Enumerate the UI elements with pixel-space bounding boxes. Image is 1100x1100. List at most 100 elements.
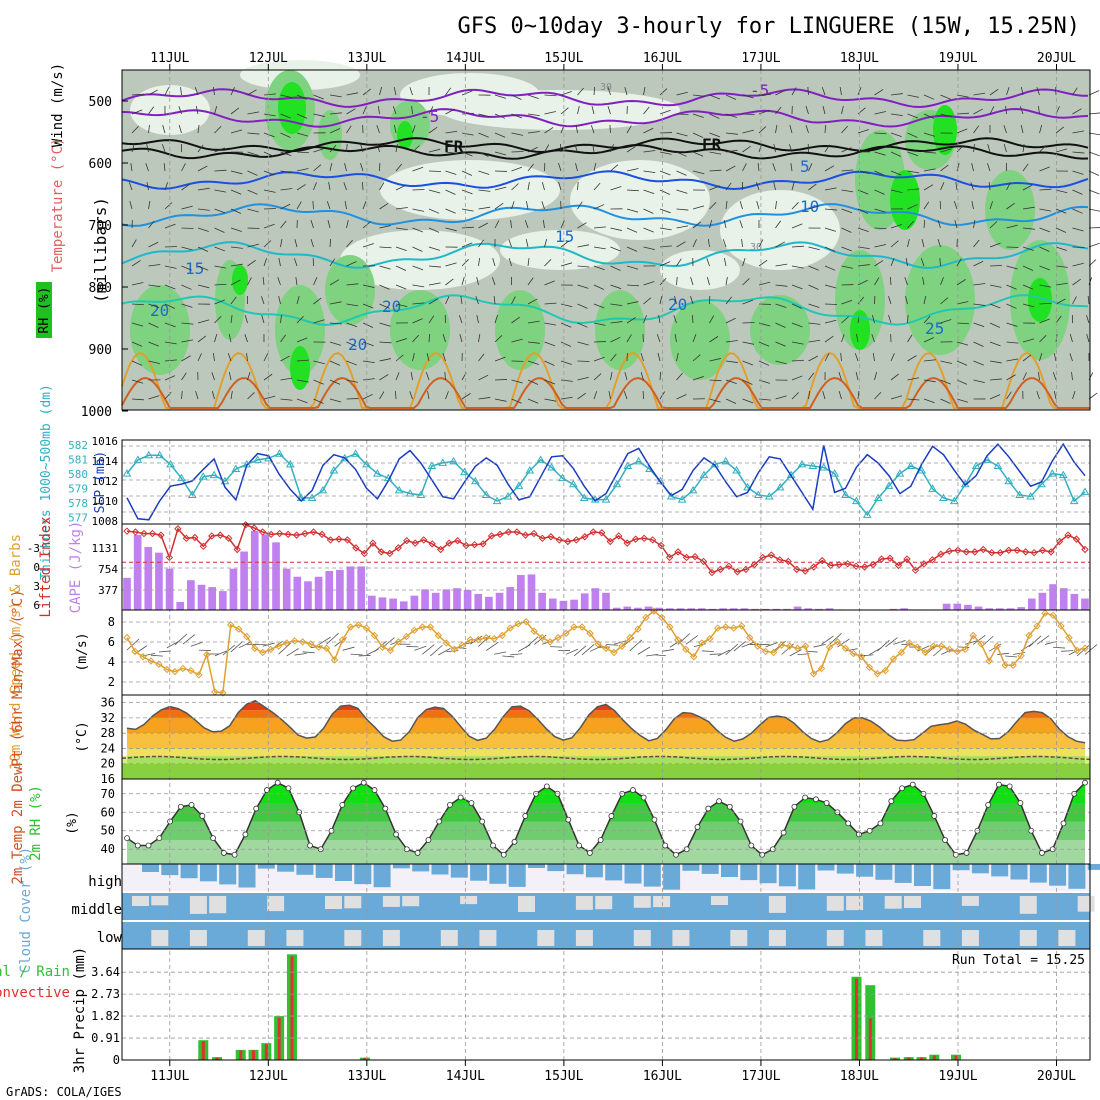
- cape-bar: [410, 595, 419, 610]
- temp-band: [127, 733, 1085, 749]
- wind-speed-point: [666, 623, 674, 631]
- wind-barb: [593, 204, 605, 210]
- wind-barb: [940, 398, 951, 404]
- wind-barb: [1072, 391, 1076, 400]
- wind-barb: [791, 245, 804, 248]
- wind-barb: [772, 163, 776, 172]
- lifted-tick: 0: [33, 561, 40, 574]
- lifted-index-point: [971, 548, 979, 556]
- wind-barb: [723, 257, 727, 267]
- wind-barb: [940, 360, 952, 364]
- wind-barb-10m: [302, 651, 315, 654]
- wind-barb: [923, 359, 936, 362]
- wind-barb: [577, 322, 588, 328]
- cloud-low-gap: [575, 930, 593, 946]
- day-label-top: 13JUL: [347, 51, 386, 66]
- rh2m-point: [210, 835, 217, 842]
- wind-barb: [808, 322, 821, 325]
- isotherm-20: [121, 294, 1089, 326]
- wind-barb-10m: [917, 645, 930, 652]
- lifted-index-point: [886, 554, 894, 562]
- wind-speed-point: [690, 653, 698, 661]
- wind-barb: [676, 189, 688, 194]
- wind-speed-point: [266, 645, 275, 654]
- wind-barb: [742, 129, 754, 134]
- wind-barb: [907, 220, 914, 229]
- wind-barb: [1055, 246, 1067, 251]
- wind-barb: [607, 87, 611, 96]
- wind-barb: [1088, 242, 1100, 248]
- cape-bar: [144, 546, 153, 610]
- wind-speed-point: [139, 653, 147, 661]
- cloud-high-bar: [315, 864, 333, 878]
- wind-barb: [1022, 265, 1034, 271]
- wind-barb: [890, 113, 903, 117]
- wind-barb: [610, 321, 623, 324]
- wind-barb: [544, 360, 555, 366]
- wind-barb: [329, 322, 342, 325]
- wind-barb: [214, 189, 227, 193]
- lifted-index-point: [665, 553, 674, 562]
- panel-frame: [121, 69, 1091, 411]
- wind-barb: [1055, 298, 1066, 305]
- rh2m-point: [1017, 800, 1024, 806]
- cloud-high-bar: [470, 864, 488, 881]
- wind-barb: [296, 337, 308, 343]
- wind-speed-point: [1049, 611, 1057, 620]
- wind-barb: [426, 353, 430, 362]
- cape-bar: [942, 603, 951, 610]
- lifted-index-point: [343, 536, 352, 544]
- lifted-index-point: [1004, 546, 1013, 554]
- lifted-index-point: [691, 552, 699, 561]
- wind-barb: [874, 244, 886, 248]
- wind-barb: [1086, 315, 1090, 324]
- wind-barb: [492, 258, 496, 267]
- cloud-high-bar: [817, 864, 835, 871]
- thickness-point: [275, 449, 284, 457]
- wind-barb: [822, 106, 826, 115]
- thickness-point: [155, 450, 165, 459]
- wind-barb-10m: [190, 641, 203, 647]
- wind-barb: [346, 379, 359, 383]
- wind-barb: [409, 87, 413, 96]
- wind-barb: [874, 208, 886, 213]
- wind-barb: [610, 246, 621, 252]
- wind-barb: [742, 379, 753, 385]
- rh-high-region: [318, 110, 342, 160]
- wind-barb: [907, 204, 918, 210]
- wind-barb: [741, 238, 743, 248]
- wind-barb: [228, 371, 232, 381]
- wind-barb: [643, 189, 655, 195]
- wind-barb: [428, 126, 438, 134]
- cloud-high-bar: [933, 864, 951, 890]
- wind-barb: [874, 227, 887, 230]
- wind-barb: [280, 132, 291, 138]
- wind-barb: [808, 265, 819, 271]
- wind-barb: [676, 276, 678, 286]
- wind-barb: [296, 113, 308, 119]
- wind-barb: [871, 315, 875, 324]
- lifted-index-point: [784, 557, 792, 566]
- pressure-axis-title: (millibars): [91, 197, 110, 303]
- cape-bar: [889, 608, 898, 610]
- wind-barb-10m: [565, 648, 579, 655]
- day-label-top: 19JUL: [938, 51, 977, 66]
- isotherm-15: [121, 241, 1089, 269]
- cloud-middle-gap: [382, 896, 400, 907]
- wind-speed-point: [298, 638, 307, 646]
- wind-barb: [1020, 125, 1024, 134]
- day-label-bottom: 13JUL: [347, 1069, 386, 1084]
- lifted-index-point: [928, 556, 937, 564]
- run-total-label: Run Total = 15.25: [952, 953, 1085, 968]
- wind-barb-10m: [701, 650, 714, 653]
- wind-barb: [544, 302, 557, 305]
- wind-barb: [907, 94, 920, 98]
- wind-barb: [544, 111, 556, 115]
- rh2m-point: [995, 781, 1002, 788]
- rh2m-point: [1006, 783, 1013, 790]
- wind-barb: [575, 124, 578, 134]
- wind-speed-point: [274, 642, 283, 650]
- precip-tick: 1.82: [91, 1009, 120, 1023]
- wind-barb: [874, 151, 886, 156]
- wind-barb: [676, 372, 683, 381]
